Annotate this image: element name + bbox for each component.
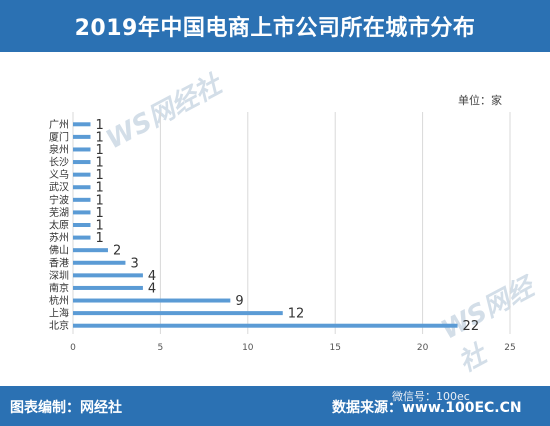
bar — [73, 160, 91, 165]
bar — [73, 185, 91, 190]
x-tick-label: 10 — [242, 343, 254, 353]
bar — [73, 323, 458, 328]
bar — [73, 223, 91, 227]
x-tick-label: 0 — [70, 343, 76, 353]
category-label: 广州 — [49, 119, 69, 131]
unit-label: 单位：家 — [458, 94, 502, 107]
category-label: 太原 — [49, 219, 69, 232]
x-tick-label: 20 — [417, 343, 429, 353]
category-label: 苏州 — [49, 231, 69, 244]
category-label: 芜湖 — [49, 206, 69, 219]
category-label: 南京 — [49, 281, 69, 294]
page-title: 2019年中国电商上市公司所在城市分布 — [74, 16, 476, 41]
category-label: 厦门 — [49, 130, 69, 143]
data-label: 1 — [95, 130, 103, 145]
category-label: 杭州 — [49, 294, 69, 307]
data-label: 2 — [113, 244, 121, 259]
data-label: 1 — [95, 181, 103, 196]
category-label: 北京 — [49, 319, 69, 332]
chart-labels: 广州 1 厦门 1 泉州 1 长沙 1 义乌 1 武汉 1 宁波 1 芜湖 1 太原 1 苏州 1 佛山 2 香港 3 深圳 4 南… — [49, 118, 479, 334]
category-label: 义乌 — [49, 168, 69, 181]
bar — [73, 273, 143, 278]
bar — [73, 260, 126, 265]
category-label: 深圳 — [49, 270, 69, 282]
bar — [73, 122, 91, 127]
footer-bar: 图表编制：网经社 数据来源：www.100EC.CN — [0, 386, 550, 426]
data-label: 1 — [95, 219, 103, 234]
bar — [73, 134, 91, 139]
header-bar: 2019年中国电商上市公司所在城市分布 — [0, 0, 550, 52]
footer-source: 数据来源：www.100EC.CN — [332, 400, 522, 416]
data-label: 1 — [95, 231, 103, 246]
bar — [73, 235, 91, 240]
data-label: 1 — [95, 156, 103, 171]
category-label: 泉州 — [49, 143, 69, 156]
chart-bars — [73, 122, 458, 328]
bar — [73, 147, 91, 152]
data-label: 4 — [148, 281, 156, 296]
chart-x-ticks: 0 5 10 15 20 25 — [70, 343, 516, 353]
bar — [73, 311, 283, 316]
data-label: 1 — [95, 168, 103, 183]
chart-grid — [72, 112, 511, 334]
bar — [73, 172, 91, 177]
data-label: 4 — [148, 269, 156, 284]
wechat-overlay: 微信号：100ec — [392, 390, 470, 403]
data-label: 12 — [288, 307, 305, 322]
data-label: 1 — [95, 206, 103, 221]
data-label: 3 — [130, 256, 138, 271]
x-tick-label: 15 — [329, 343, 340, 353]
bar-chart: 广州 1 厦门 1 泉州 1 长沙 1 义乌 1 武汉 1 宁波 1 芜湖 1 太原 1 苏州 1 佛山 2 香港 3 深圳 4 南… — [49, 112, 516, 353]
data-label: 9 — [235, 294, 243, 309]
x-tick-label: 25 — [504, 343, 515, 353]
bar — [73, 197, 91, 202]
data-label: 1 — [95, 143, 103, 158]
category-label: 香港 — [49, 257, 69, 269]
category-label: 上海 — [49, 307, 69, 320]
category-label: 武汉 — [49, 181, 69, 194]
bar — [73, 285, 143, 290]
bar — [73, 298, 231, 303]
category-label: 宁波 — [49, 193, 69, 206]
x-tick-label: 5 — [158, 343, 164, 353]
data-label: 1 — [95, 193, 103, 208]
footer-credit: 图表编制：网经社 — [10, 400, 122, 416]
data-label: 22 — [463, 319, 480, 334]
category-label: 佛山 — [49, 244, 69, 257]
bar — [73, 248, 108, 253]
bar — [73, 210, 91, 215]
category-label: 长沙 — [49, 157, 69, 169]
data-label: 1 — [95, 118, 103, 133]
